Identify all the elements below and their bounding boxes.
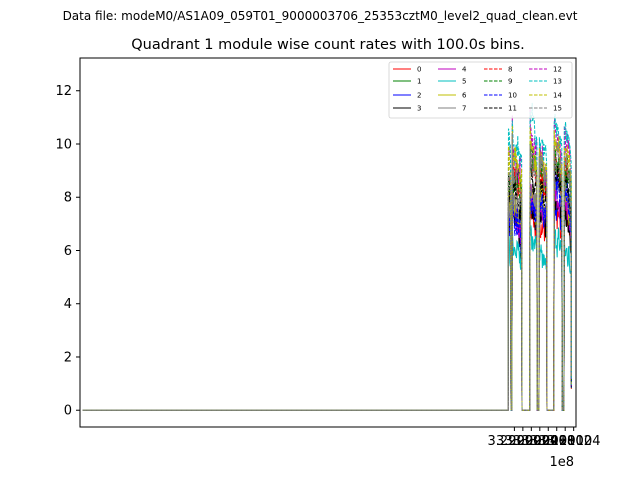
legend-label-7: 7	[462, 105, 466, 113]
x-tick-label: 3.29092	[496, 434, 550, 449]
legend-label-13: 13	[553, 78, 562, 86]
x-tick-label: 3.29098	[521, 434, 575, 449]
y-tick-label: 10	[55, 137, 72, 152]
legend-label-1: 1	[417, 78, 421, 86]
x-axis: 3.290903.290923.290943.290963.290983.291…	[488, 427, 601, 449]
figure-suptitle: Data file: modeM0/AS1A09_059T01_90000037…	[63, 9, 578, 23]
x-tick-label: 3.29096	[513, 434, 567, 449]
legend-label-12: 12	[553, 66, 562, 74]
y-tick-label: 4	[64, 297, 72, 312]
x-tick-label: 3.29100	[530, 434, 584, 449]
legend-label-0: 0	[417, 66, 421, 74]
legend-label-15: 15	[553, 105, 562, 113]
legend-label-8: 8	[508, 66, 512, 74]
y-tick-label: 2	[64, 350, 72, 365]
plot-area	[80, 58, 576, 427]
legend-label-4: 4	[462, 66, 467, 74]
series-line-15	[82, 133, 572, 411]
y-tick-label: 12	[55, 84, 72, 99]
legend-label-14: 14	[553, 92, 562, 100]
x-axis-offset-label: 1e8	[549, 455, 574, 470]
x-tick-label: 3.29094	[504, 434, 558, 449]
chart-title: Quadrant 1 module wise count rates with …	[131, 37, 525, 53]
x-tick-label: 3.29104	[547, 434, 601, 449]
legend-label-10: 10	[508, 92, 517, 100]
legend-label-9: 9	[508, 78, 512, 86]
legend-label-6: 6	[462, 92, 467, 100]
x-tick-label: 3.29090	[488, 434, 542, 449]
legend-box	[388, 61, 573, 119]
y-tick-label: 0	[64, 404, 72, 419]
legend-label-2: 2	[417, 92, 421, 100]
y-tick-label: 6	[64, 244, 72, 259]
legend-label-5: 5	[462, 78, 466, 86]
legend-label-11: 11	[508, 105, 517, 113]
series-layer	[82, 102, 572, 411]
legend-label-3: 3	[417, 105, 421, 113]
y-axis: 0 2 4 6 8 10 12	[55, 84, 80, 419]
axes-frame	[79, 57, 577, 428]
x-tick-label: 3.29102	[538, 434, 592, 449]
y-tick-label: 8	[64, 191, 72, 206]
